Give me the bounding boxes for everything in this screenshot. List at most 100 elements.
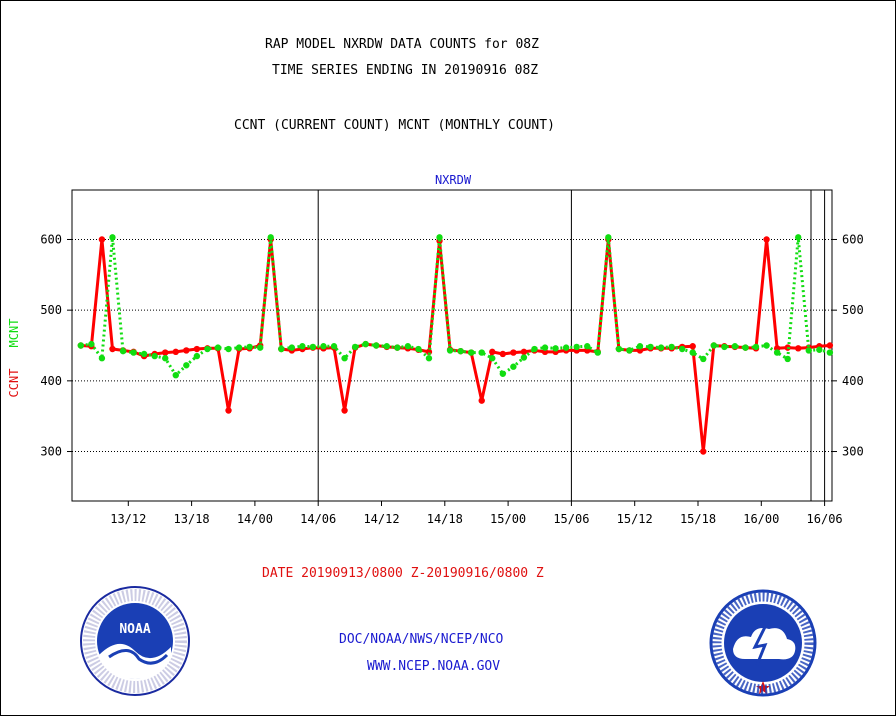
website-link[interactable]: WWW.NCEP.NOAA.GOV xyxy=(367,659,501,674)
y-tick-label-right: 400 xyxy=(842,374,864,388)
data-point-mcnt xyxy=(605,234,612,241)
data-point-mcnt xyxy=(657,344,665,351)
data-point-mcnt xyxy=(151,352,158,360)
data-point-mcnt xyxy=(404,343,412,350)
data-point-mcnt xyxy=(584,343,591,350)
data-point-mcnt xyxy=(320,343,327,350)
series-layer xyxy=(77,234,834,455)
data-point-ccnt xyxy=(478,397,485,404)
data-point-ccnt xyxy=(763,236,770,243)
y-axis-left: 300 400 500 600 xyxy=(40,232,72,459)
x-tick-label: 13/12 xyxy=(110,512,146,526)
data-point-mcnt xyxy=(636,343,644,350)
data-point-ccnt xyxy=(183,347,190,354)
series-line-mcnt xyxy=(80,237,831,378)
data-point-mcnt xyxy=(351,343,359,351)
data-point-mcnt xyxy=(246,343,253,351)
data-point-ccnt xyxy=(795,345,802,352)
data-point-mcnt xyxy=(162,355,169,362)
data-point-mcnt xyxy=(647,343,654,351)
x-tick-label: 16/00 xyxy=(743,512,779,526)
date-range: DATE 20190913/0800 Z-20190916/0800 Z xyxy=(262,566,544,581)
data-point-ccnt xyxy=(489,348,496,356)
data-point-mcnt xyxy=(130,349,137,356)
day-separators xyxy=(317,190,826,501)
series-mcnt xyxy=(77,234,834,379)
data-point-mcnt xyxy=(773,349,781,356)
data-point-mcnt xyxy=(383,343,390,350)
data-point-mcnt xyxy=(309,343,317,351)
data-point-mcnt xyxy=(499,370,507,377)
data-point-mcnt xyxy=(278,345,285,353)
data-point-mcnt xyxy=(795,234,802,241)
data-point-mcnt xyxy=(362,340,369,348)
data-point-mcnt xyxy=(467,349,475,356)
data-point-ccnt xyxy=(98,236,106,243)
data-point-mcnt xyxy=(267,234,274,241)
data-point-mcnt xyxy=(193,352,201,360)
data-point-mcnt xyxy=(288,344,296,351)
x-tick-label: 14/12 xyxy=(363,512,399,526)
noaa-logo-label: NOAA xyxy=(119,622,150,637)
x-tick-label: 14/00 xyxy=(237,512,273,526)
y-tick-label-left: 500 xyxy=(40,303,62,317)
data-point-mcnt xyxy=(594,349,601,356)
chart-title-line2: TIME SERIES ENDING IN 20190916 08Z xyxy=(272,63,539,78)
x-tick-label: 14/18 xyxy=(427,512,463,526)
data-point-mcnt xyxy=(119,347,127,355)
x-axis: 13/12 13/18 14/00 14/06 14/12 14/18 15/00 15/06… xyxy=(110,501,843,526)
data-point-mcnt xyxy=(552,345,559,352)
chart-title-line1: RAP MODEL NXRDW DATA COUNTS for 08Z xyxy=(265,37,539,52)
data-point-mcnt xyxy=(330,343,338,350)
data-point-mcnt xyxy=(341,355,348,362)
data-point-mcnt xyxy=(235,344,243,351)
data-point-mcnt xyxy=(436,234,443,241)
data-point-mcnt xyxy=(489,355,496,362)
data-point-mcnt xyxy=(615,345,623,353)
x-tick-label: 15/06 xyxy=(553,512,589,526)
data-point-mcnt xyxy=(415,345,422,353)
data-point-mcnt xyxy=(446,347,454,354)
x-tick-label: 15/12 xyxy=(617,512,653,526)
data-point-ccnt xyxy=(109,345,116,353)
x-tick-label: 13/18 xyxy=(174,512,210,526)
data-point-ccnt xyxy=(826,342,834,349)
data-point-mcnt xyxy=(457,347,464,355)
data-point-ccnt xyxy=(700,448,707,455)
data-point-mcnt xyxy=(183,362,190,369)
data-point-mcnt xyxy=(140,350,148,358)
data-point-mcnt xyxy=(531,345,538,353)
data-point-mcnt xyxy=(394,344,401,351)
x-tick-label: 16/06 xyxy=(807,512,843,526)
data-point-ccnt xyxy=(193,345,201,353)
data-point-mcnt xyxy=(721,343,728,351)
data-point-ccnt xyxy=(510,349,517,356)
y-tick-label-left: 300 xyxy=(40,445,62,459)
data-point-mcnt xyxy=(668,343,675,351)
data-point-mcnt xyxy=(805,347,812,354)
data-point-mcnt xyxy=(689,349,696,356)
data-point-mcnt xyxy=(784,355,791,363)
y-tick-label-left: 400 xyxy=(40,374,62,388)
data-point-mcnt xyxy=(742,344,749,351)
data-point-ccnt xyxy=(520,348,528,356)
data-point-mcnt xyxy=(478,349,485,356)
data-point-ccnt xyxy=(172,348,179,356)
data-point-mcnt xyxy=(678,345,686,353)
data-point-mcnt xyxy=(373,342,380,349)
chart-subtitle: CCNT (CURRENT COUNT) MCNT (MONTHLY COUNT… xyxy=(234,118,555,133)
noaa-logo: NOAA xyxy=(80,586,190,696)
data-point-mcnt xyxy=(77,342,85,349)
x-tick-label: 14/06 xyxy=(300,512,336,526)
data-point-mcnt xyxy=(172,371,179,379)
data-point-mcnt xyxy=(256,344,264,351)
nws-logo xyxy=(709,589,817,697)
data-point-ccnt xyxy=(162,349,169,356)
y-axis-right: 300 400 500 600 xyxy=(832,232,864,459)
data-point-mcnt xyxy=(752,343,760,351)
data-point-mcnt xyxy=(826,349,834,356)
y-axis-title: CCNT MCNT xyxy=(7,319,21,398)
data-point-mcnt xyxy=(816,346,823,353)
data-point-mcnt xyxy=(700,355,707,363)
